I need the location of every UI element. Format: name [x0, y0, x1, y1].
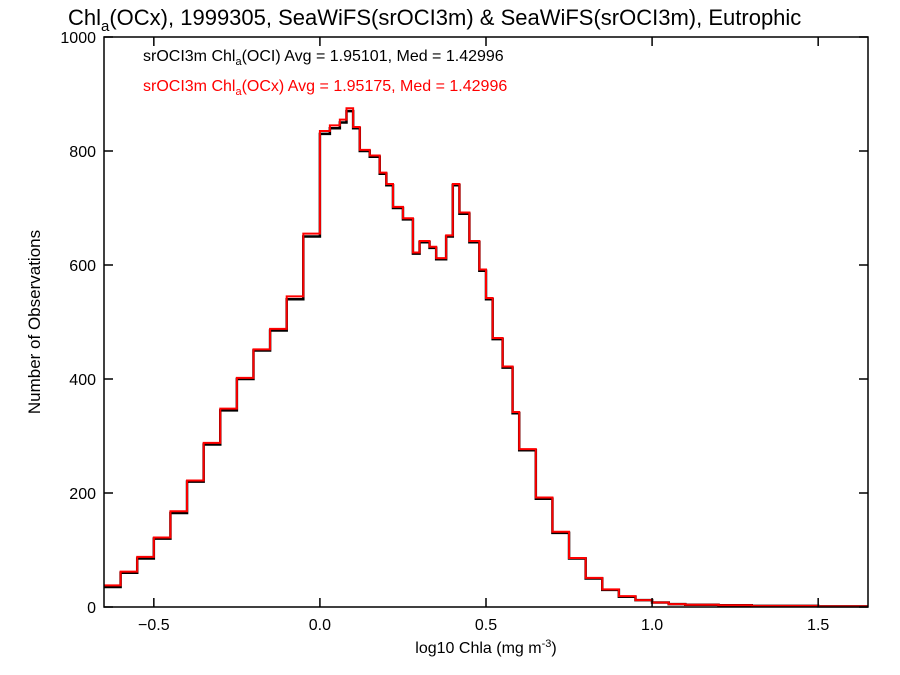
y-tick-label: 0 — [87, 600, 96, 617]
chart-title: Chla(OCx), 1999305, SeaWiFS(srOCI3m) & S… — [68, 5, 801, 35]
y-tick-label: 600 — [69, 258, 96, 275]
legend: srOCI3m Chla(OCI) Avg = 1.95101, Med = 1… — [143, 48, 507, 98]
series-line-1 — [104, 109, 868, 608]
plot-frame — [103, 36, 869, 608]
x-axis-label: log10 Chla (mg m-3) — [415, 638, 556, 657]
legend-entry-1: srOCI3m Chla(OCI) Avg = 1.95101, Med = 1… — [143, 48, 504, 68]
y-tick-label: 200 — [69, 486, 96, 503]
series-line-2 — [104, 107, 868, 608]
series-layer — [104, 107, 868, 608]
x-tick-label: −0.5 — [138, 617, 170, 634]
y-tick-label: 400 — [69, 372, 96, 389]
y-tick-label: 1000 — [60, 30, 96, 47]
x-tick-label: 0.0 — [309, 617, 331, 634]
x-tick-label: 1.5 — [807, 617, 829, 634]
y-axis-label: Number of Observations — [25, 230, 44, 414]
x-tick-label: 1.0 — [641, 617, 663, 634]
y-tick-label: 800 — [69, 144, 96, 161]
axes-layer: −0.5 0.0 0.5 1.0 1.5 0 200 400 600 800 1000 — [60, 30, 868, 634]
x-tick-label: 0.5 — [475, 617, 497, 634]
legend-entry-2: srOCI3m Chla(OCx) Avg = 1.95175, Med = 1… — [143, 78, 507, 98]
